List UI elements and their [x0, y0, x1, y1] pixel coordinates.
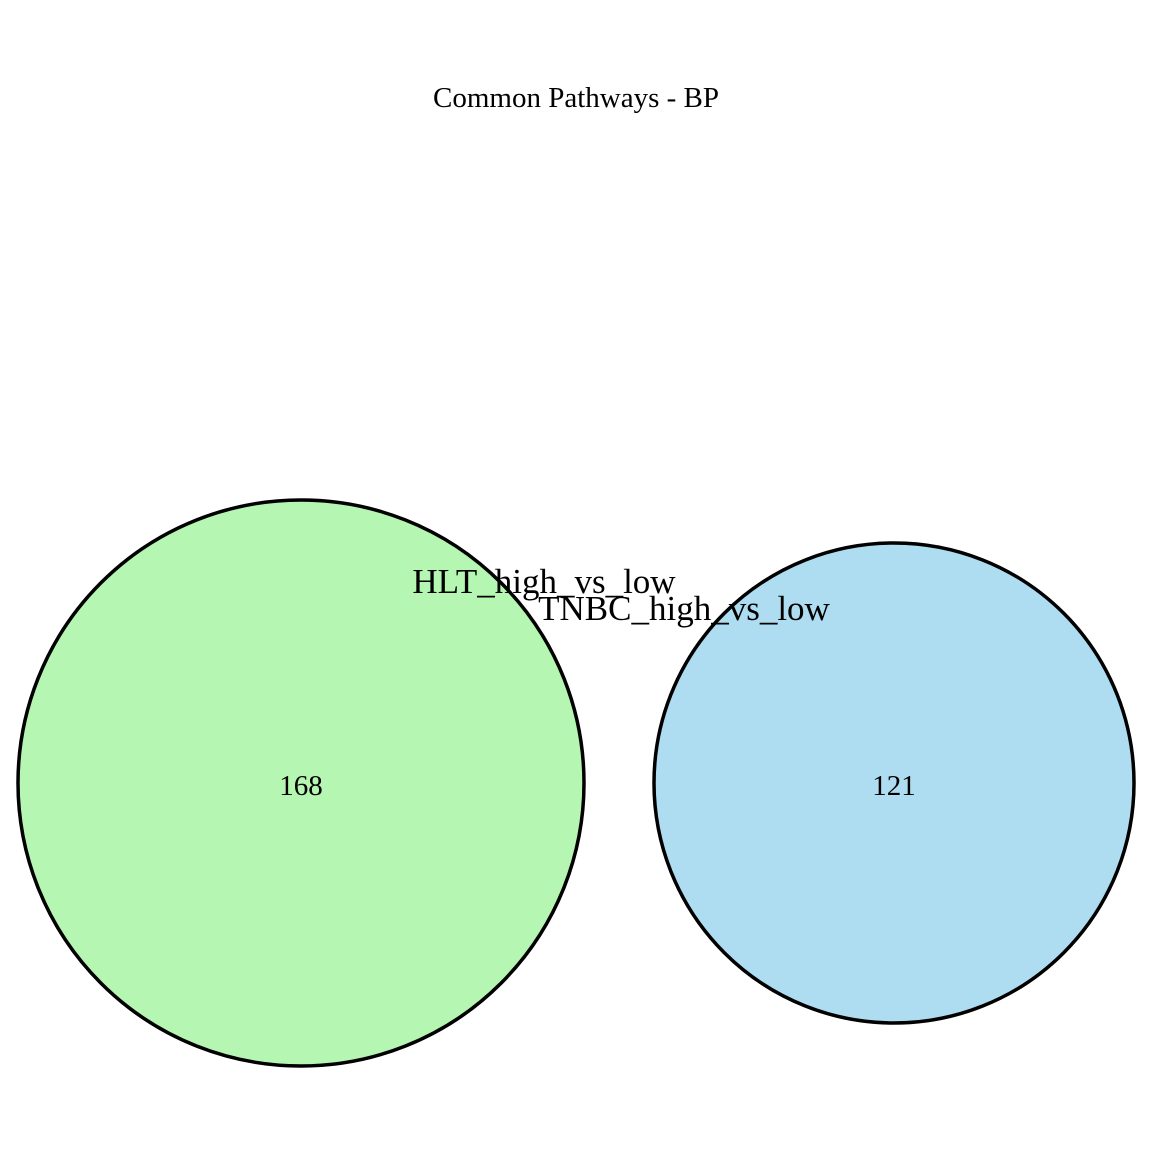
set-circle-tnbc	[652, 541, 1136, 1025]
diagram-title: Common Pathways - BP	[433, 82, 719, 114]
set-label-hlt: HLT_high_vs_low	[412, 562, 676, 601]
count-hlt-only: 168	[279, 770, 323, 802]
set-label-tnbc: TNBC_high_vs_low	[538, 589, 830, 628]
count-tnbc-only: 121	[872, 770, 916, 802]
set-circle-hlt	[16, 498, 586, 1068]
